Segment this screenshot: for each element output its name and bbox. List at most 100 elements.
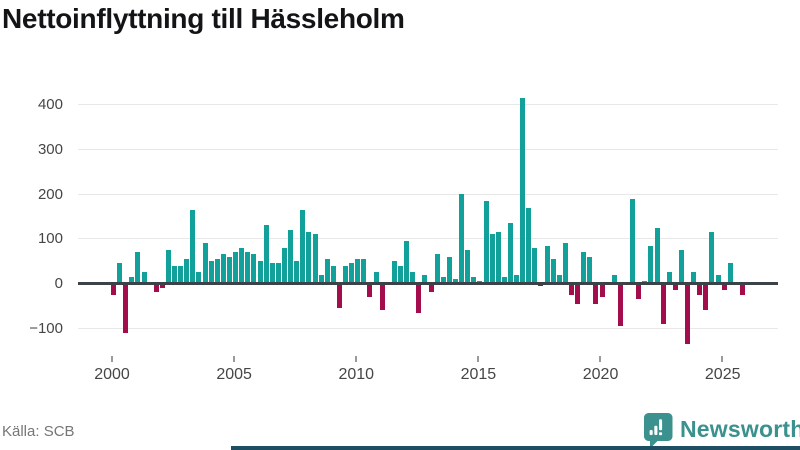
bar-2001q1 <box>135 252 141 284</box>
x-tick-2015 <box>476 356 479 362</box>
bar-2004q3 <box>220 254 226 284</box>
bar-2007q3 <box>294 261 300 284</box>
plot-area: 400 300 200 100 0 −100 2000 2005 2010 2015 2020 20… <box>29 96 778 383</box>
bar-2004q2 <box>214 258 220 284</box>
bar-2002q2 <box>165 250 171 284</box>
bar-2005q1 <box>233 252 239 284</box>
bar-2000q4 <box>129 276 135 284</box>
bar-2006q2 <box>263 225 269 284</box>
bar-2023q3 <box>685 283 691 344</box>
bar-2007q4 <box>300 209 306 284</box>
bar-2003q1 <box>184 258 190 284</box>
bar-2008q4 <box>324 258 330 284</box>
bar-2025q1 <box>721 283 727 291</box>
bar-2005q3 <box>245 252 251 284</box>
gridline-300 <box>78 149 778 151</box>
bar-2019q2 <box>581 252 587 284</box>
bar-2024q2 <box>703 283 709 311</box>
newsworthy-bubble-icon <box>644 413 673 450</box>
bar-2013q1 <box>428 283 434 293</box>
bar-2013q4 <box>446 256 452 284</box>
bottom-accent-bar <box>231 446 800 450</box>
newsworthy-logo: Newsworthy <box>644 413 800 449</box>
chart-title: Nettoinflyttning till Hässleholm <box>2 3 405 34</box>
x-tick-2020 <box>599 356 602 362</box>
x-tick-label-2020: 2020 <box>582 366 619 383</box>
bar-2014q4 <box>471 276 477 284</box>
bar-2023q1 <box>672 283 678 291</box>
y-tick-label-0: 0 <box>54 275 63 292</box>
bar-2020q1 <box>599 283 605 297</box>
bar-2018q3 <box>562 243 568 284</box>
bar-2016q3 <box>514 274 520 284</box>
source-label: Källa: SCB <box>2 423 75 440</box>
bar-2020q3 <box>611 274 617 284</box>
bar-2003q3 <box>196 272 202 284</box>
x-tick-label-2015: 2015 <box>460 366 497 383</box>
gridline-400 <box>78 104 778 106</box>
bar-2015q2 <box>483 200 489 284</box>
newsworthy-wordmark: Newsworthy <box>680 416 800 442</box>
bar-2019q3 <box>587 256 593 284</box>
bar-2009q2 <box>336 283 342 309</box>
x-tick-2000 <box>110 356 113 362</box>
bar-2011q1 <box>379 283 385 311</box>
bar-2006q4 <box>275 263 281 284</box>
bar-2004q4 <box>227 256 233 284</box>
bar-2023q2 <box>678 250 684 284</box>
bar-2008q3 <box>318 274 324 284</box>
bar-2005q4 <box>251 254 257 284</box>
bar-2018q2 <box>556 274 562 284</box>
gridline--100 <box>78 327 778 329</box>
bar-2011q3 <box>391 261 397 284</box>
bar-2025q2 <box>727 263 733 284</box>
x-tick-2005 <box>232 356 235 362</box>
bar-2014q2 <box>459 194 465 284</box>
bar-2003q2 <box>190 209 196 284</box>
bar-2008q2 <box>312 234 318 284</box>
zero-axis-line <box>78 282 778 285</box>
bar-2019q1 <box>575 283 581 304</box>
bar-2022q4 <box>666 272 672 284</box>
bar-2017q2 <box>532 247 538 284</box>
bar-2009q3 <box>343 265 349 284</box>
bar-2018q4 <box>569 283 575 295</box>
bar-2021q2 <box>630 198 636 284</box>
bar-2010q2 <box>361 258 367 284</box>
x-tick-label-2005: 2005 <box>216 366 252 383</box>
bar-2010q3 <box>367 283 373 297</box>
bar-2000q3 <box>123 283 129 333</box>
bar-2004q1 <box>208 261 214 284</box>
bar-2016q2 <box>507 223 513 284</box>
bar-2013q3 <box>440 276 446 284</box>
bar-2012q3 <box>416 283 422 313</box>
bar-2009q1 <box>330 265 336 284</box>
bar-2016q1 <box>501 276 507 284</box>
y-tick-label-200: 200 <box>37 185 63 203</box>
bar-2017q4 <box>544 245 550 284</box>
bar-2022q2 <box>654 227 660 284</box>
bar-2013q2 <box>434 254 440 284</box>
bar-2001q2 <box>141 272 147 284</box>
x-tick-label-2000: 2000 <box>94 366 130 383</box>
bar-2007q2 <box>288 229 294 284</box>
bar-2020q4 <box>617 283 623 326</box>
bar-2023q4 <box>691 272 697 284</box>
bar-2014q1 <box>452 279 458 284</box>
y-tick-label-300: 300 <box>37 141 63 159</box>
y-tick-label--100: −100 <box>29 319 63 337</box>
bar-2021q3 <box>636 283 642 300</box>
bar-2010q4 <box>373 272 379 284</box>
bar-2010q1 <box>355 258 361 284</box>
bar-2024q4 <box>715 274 721 284</box>
x-tick-2025 <box>721 356 724 362</box>
bar-2006q1 <box>257 261 263 284</box>
bar-2009q4 <box>349 263 355 284</box>
bar-2025q4 <box>740 283 746 295</box>
bar-2014q3 <box>465 250 471 284</box>
bar-2012q4 <box>422 274 428 284</box>
bar-2019q4 <box>593 283 599 304</box>
bar-2002q1 <box>159 283 165 288</box>
bar-2015q4 <box>495 232 501 284</box>
